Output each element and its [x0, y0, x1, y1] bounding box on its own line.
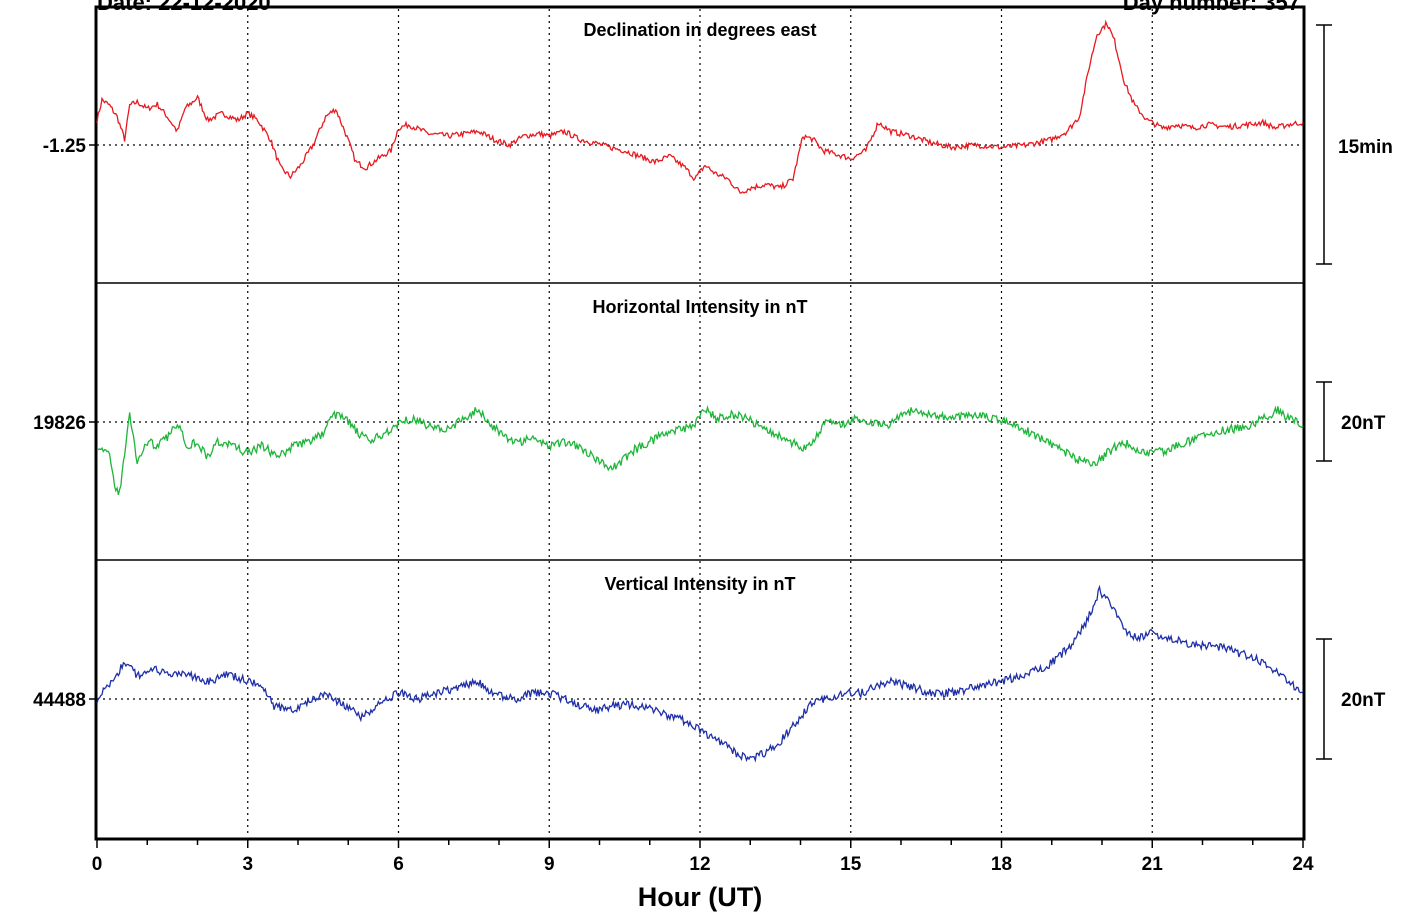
x-tick-label-5: 15	[840, 854, 862, 875]
baseline-label-declination: -1.25	[43, 136, 87, 157]
x-axis: 0 3 6 9 12 15 18 21 24	[92, 839, 1314, 875]
scale-bar-declination	[1316, 24, 1332, 265]
scale-label-vertical: 20nT	[1341, 690, 1386, 711]
x-tick-label-7: 21	[1142, 854, 1164, 875]
scale-bar-horizontal	[1316, 381, 1332, 462]
x-tick-label-2: 6	[393, 854, 404, 875]
panels	[96, 19, 1304, 763]
series-line-2	[96, 584, 1304, 763]
baseline-label-vertical: 44488	[33, 690, 86, 711]
panel-title-vertical: Vertical Intensity in nT	[604, 574, 795, 594]
panel-title-declination: Declination in degrees east	[583, 20, 816, 40]
x-tick-label-4: 12	[689, 854, 710, 875]
x-tick-label-3: 9	[544, 854, 555, 875]
scale-label-horizontal: 20nT	[1341, 413, 1386, 434]
baseline-label-horizontal: 19826	[33, 413, 86, 434]
series-line-1	[96, 404, 1304, 496]
x-tick-label-6: 18	[991, 854, 1012, 875]
series-line-0	[96, 19, 1304, 194]
x-axis-title: Hour (UT)	[638, 882, 762, 912]
x-tick-label-0: 0	[92, 854, 103, 875]
panel-title-horizontal: Horizontal Intensity in nT	[593, 297, 808, 317]
scale-label-declination: 15min	[1338, 137, 1393, 158]
x-tick-label-8: 24	[1292, 854, 1314, 875]
x-tick-label-1: 3	[242, 854, 253, 875]
scale-bar-vertical	[1316, 638, 1332, 760]
